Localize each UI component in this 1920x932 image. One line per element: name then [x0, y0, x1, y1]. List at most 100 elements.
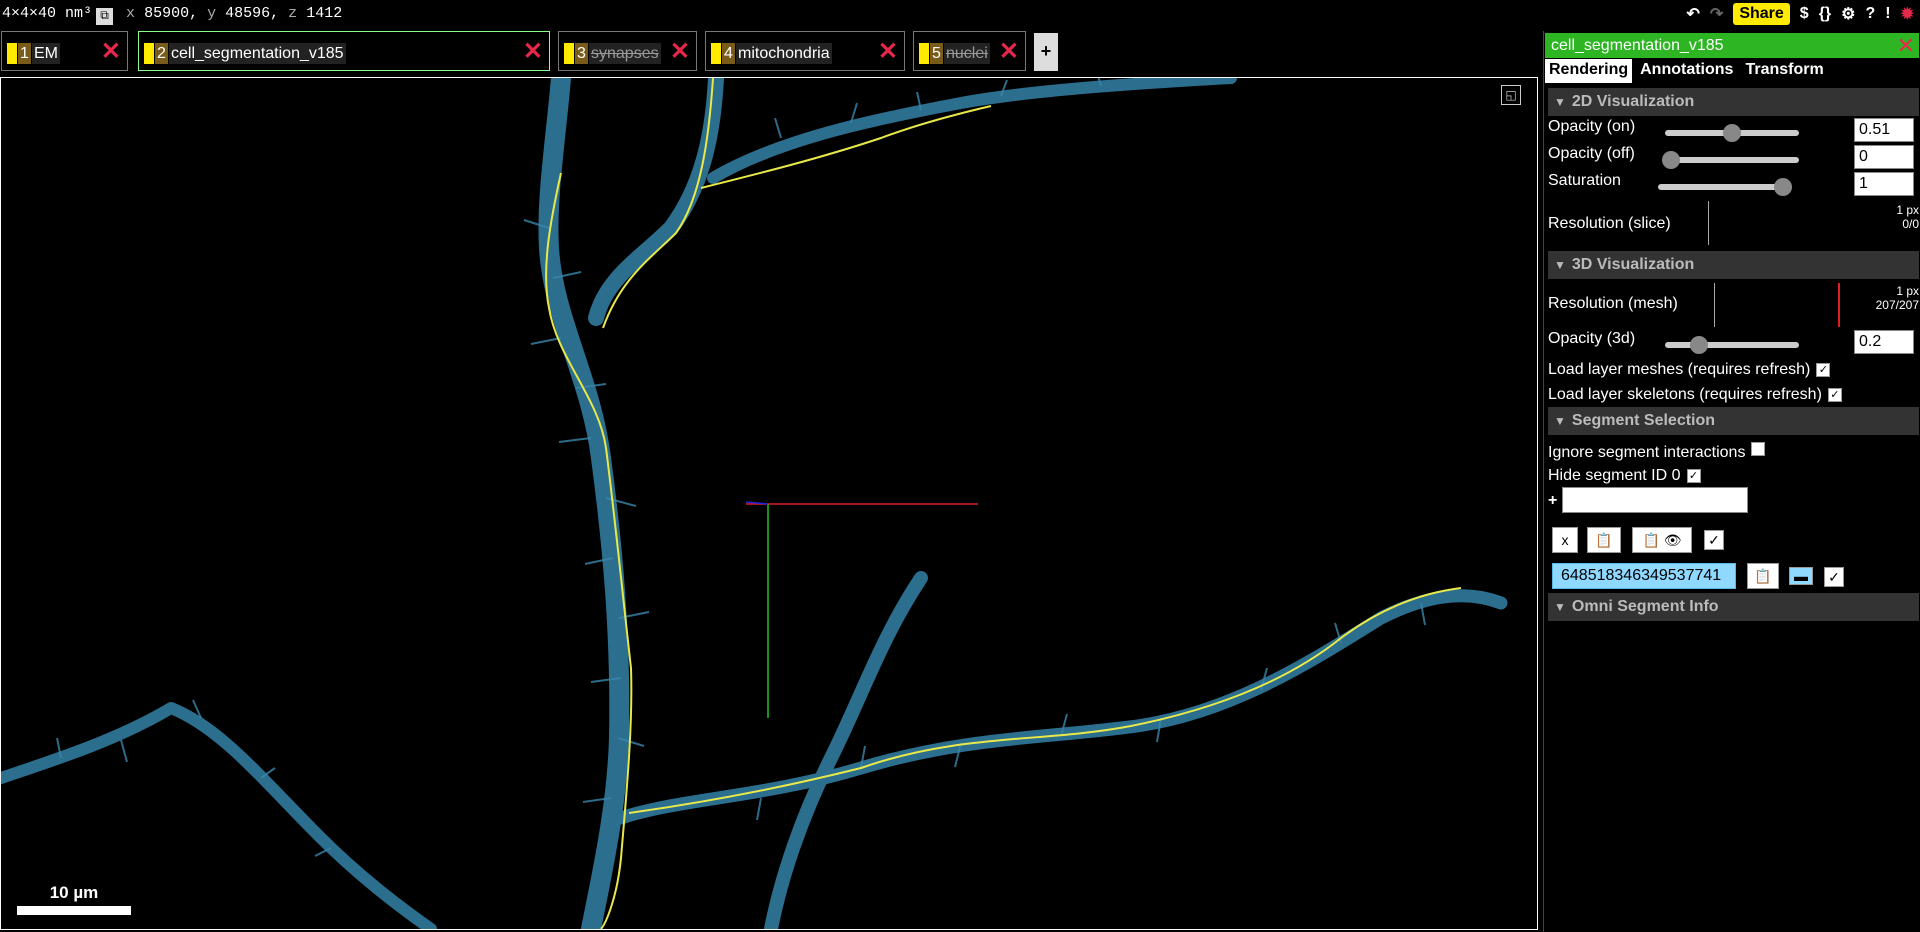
saturation-slider[interactable]	[1658, 178, 1792, 196]
section-title: Omni Segment Info	[1571, 598, 1719, 615]
layer-tab-synapses[interactable]: 3 synapses ✕	[558, 31, 697, 71]
position-readout: 4×4×40 nm³ ⧉ x 85900, y 48596, z 1412	[2, 5, 342, 25]
opacity-on-slider[interactable]	[1665, 124, 1799, 142]
opacity-3d-slider[interactable]	[1665, 336, 1799, 354]
resolution-slice-widget[interactable]	[1708, 201, 1709, 245]
section-title: Segment Selection	[1571, 412, 1716, 429]
ignore-interactions-checkbox[interactable]	[1751, 442, 1766, 456]
resolution-mesh-marker[interactable]	[1838, 283, 1840, 327]
close-icon[interactable]: ✕	[522, 38, 543, 65]
y-label: y	[207, 5, 217, 22]
ignore-interactions-row: Ignore segment interactions	[1548, 442, 1766, 462]
slider-thumb[interactable]	[1662, 151, 1680, 169]
panel-layer-name[interactable]: cell_segmentation_v185	[1551, 37, 1724, 54]
settings-icon[interactable]: ⚙	[1841, 6, 1856, 23]
hide-id0-row: Hide segment ID 0 ✓	[1548, 467, 1701, 485]
close-icon[interactable]: ✕	[669, 38, 690, 65]
layer-tab-cell-segmentation[interactable]: 2 cell_segmentation_v185 ✕	[138, 31, 550, 71]
layer-name: nuclei	[944, 43, 990, 64]
x-coordinate[interactable]: 85900,	[144, 5, 199, 22]
maximize-icon[interactable]: ◱	[1501, 85, 1521, 105]
layer-number: 5	[930, 43, 943, 64]
resolution-mesh-px: 1 px	[1896, 284, 1919, 298]
copy-visible-segments-button[interactable]: 📋 👁	[1632, 527, 1692, 553]
section-3d-visualization[interactable]: ▼ 3D Visualization	[1548, 251, 1919, 279]
load-skeletons-checkbox[interactable]: ✓	[1827, 388, 1842, 402]
load-meshes-row: Load layer meshes (requires refresh) ✓	[1548, 361, 1831, 379]
toggle-all-checkbox[interactable]: ✓	[1704, 530, 1724, 550]
resolution-slice-count: 0/0	[1902, 217, 1919, 231]
top-bar: 4×4×40 nm³ ⧉ x 85900, y 48596, z 1412 ↶ ↷…	[0, 0, 1920, 28]
layer-number: 1	[18, 43, 31, 64]
close-icon[interactable]: ✕	[877, 38, 898, 65]
layer-tab-em[interactable]: 1 EM ✕	[1, 31, 128, 71]
visibility-toggle[interactable]	[919, 43, 929, 64]
close-icon[interactable]: ✕	[998, 38, 1019, 65]
scale-bar: 10 µm	[17, 883, 131, 915]
resolution-mesh-label: Resolution (mesh)	[1548, 295, 1678, 312]
scale-bar-line	[17, 906, 131, 915]
opacity-3d-input[interactable]: 0.2	[1854, 330, 1914, 354]
copy-segment-id-button[interactable]: 📋	[1747, 563, 1779, 589]
visibility-toggle[interactable]	[564, 43, 574, 64]
tab-rendering[interactable]: Rendering	[1545, 59, 1633, 83]
hide-id0-checkbox[interactable]: ✓	[1686, 469, 1701, 483]
bug-icon[interactable]: ✹	[1900, 6, 1914, 23]
visibility-toggle[interactable]	[7, 43, 17, 64]
section-omni-segment-info[interactable]: ▼ Omni Segment Info	[1548, 593, 1919, 621]
neuron-render	[1, 78, 1508, 929]
layer-tab-mitochondria[interactable]: 4 mitochondria ✕	[705, 31, 905, 71]
load-skeletons-row: Load layer skeletons (requires refresh) ✓	[1548, 386, 1842, 404]
layer-side-panel: cell_segmentation_v185 ✕ Rendering Annot…	[1543, 31, 1920, 932]
opacity-on-label: Opacity (on)	[1548, 118, 1636, 135]
slider-thumb[interactable]	[1690, 336, 1708, 354]
tab-transform[interactable]: Transform	[1745, 61, 1824, 78]
saturation-label: Saturation	[1548, 172, 1621, 189]
z-coordinate[interactable]: 1412	[306, 5, 343, 22]
3d-viewport[interactable]: ◱ 10 µm	[0, 77, 1538, 930]
section-segment-selection[interactable]: ▼ Segment Selection	[1548, 407, 1919, 435]
x-label: x	[126, 5, 136, 22]
resolution-mesh-widget[interactable]	[1714, 283, 1715, 327]
slider-thumb[interactable]	[1723, 124, 1741, 142]
opacity-3d-label: Opacity (3d)	[1548, 330, 1636, 347]
close-icon[interactable]: ✕	[100, 38, 121, 65]
json-icon[interactable]: {}	[1818, 5, 1832, 22]
copy-segments-button[interactable]: 📋	[1587, 527, 1621, 553]
visibility-toggle[interactable]	[711, 43, 721, 64]
redo-icon[interactable]: ↷	[1709, 6, 1724, 23]
clear-segments-button[interactable]: x	[1552, 527, 1578, 553]
segment-id-input[interactable]	[1562, 487, 1748, 513]
section-2d-visualization[interactable]: ▼ 2D Visualization	[1548, 88, 1919, 116]
add-layer-button[interactable]: +	[1034, 33, 1058, 71]
clipboard-icon: 📋	[1595, 532, 1613, 548]
voxel-size[interactable]: 4×4×40 nm³	[2, 5, 93, 22]
segment-visible-checkbox[interactable]: ✓	[1824, 567, 1844, 587]
layer-tab-nuclei[interactable]: 5 nuclei ✕	[913, 31, 1026, 71]
visibility-toggle[interactable]	[144, 43, 154, 64]
slider-thumb[interactable]	[1774, 178, 1792, 196]
y-coordinate[interactable]: 48596,	[225, 5, 280, 22]
warning-icon[interactable]: !	[1885, 5, 1891, 22]
segment-id-chip[interactable]: 648518346349537741	[1552, 563, 1736, 589]
hide-id0-label: Hide segment ID 0	[1548, 467, 1681, 484]
collapse-icon: ▼	[1554, 258, 1566, 272]
layer-number: 4	[722, 43, 735, 64]
help-icon[interactable]: ?	[1865, 5, 1876, 22]
segment-color-swatch[interactable]: ▬	[1789, 567, 1813, 585]
collapse-icon: ▼	[1554, 95, 1566, 109]
share-button[interactable]: Share	[1733, 3, 1790, 25]
opacity-on-input[interactable]: 0.51	[1854, 118, 1914, 142]
load-meshes-checkbox[interactable]: ✓	[1816, 363, 1831, 377]
undo-icon[interactable]: ↶	[1686, 6, 1700, 23]
close-panel-icon[interactable]: ✕	[1896, 33, 1915, 58]
resolution-slice-values: 1 px 0/0	[1896, 203, 1919, 231]
ignore-interactions-label: Ignore segment interactions	[1548, 444, 1746, 461]
tab-annotations[interactable]: Annotations	[1640, 61, 1734, 78]
opacity-off-slider[interactable]	[1662, 151, 1799, 169]
opacity-off-input[interactable]: 0	[1854, 145, 1914, 169]
layer-name: mitochondria	[736, 43, 832, 64]
saturation-input[interactable]: 1	[1854, 172, 1914, 196]
dollar-icon[interactable]: $	[1799, 5, 1809, 22]
copy-position-icon[interactable]: ⧉	[96, 8, 114, 25]
